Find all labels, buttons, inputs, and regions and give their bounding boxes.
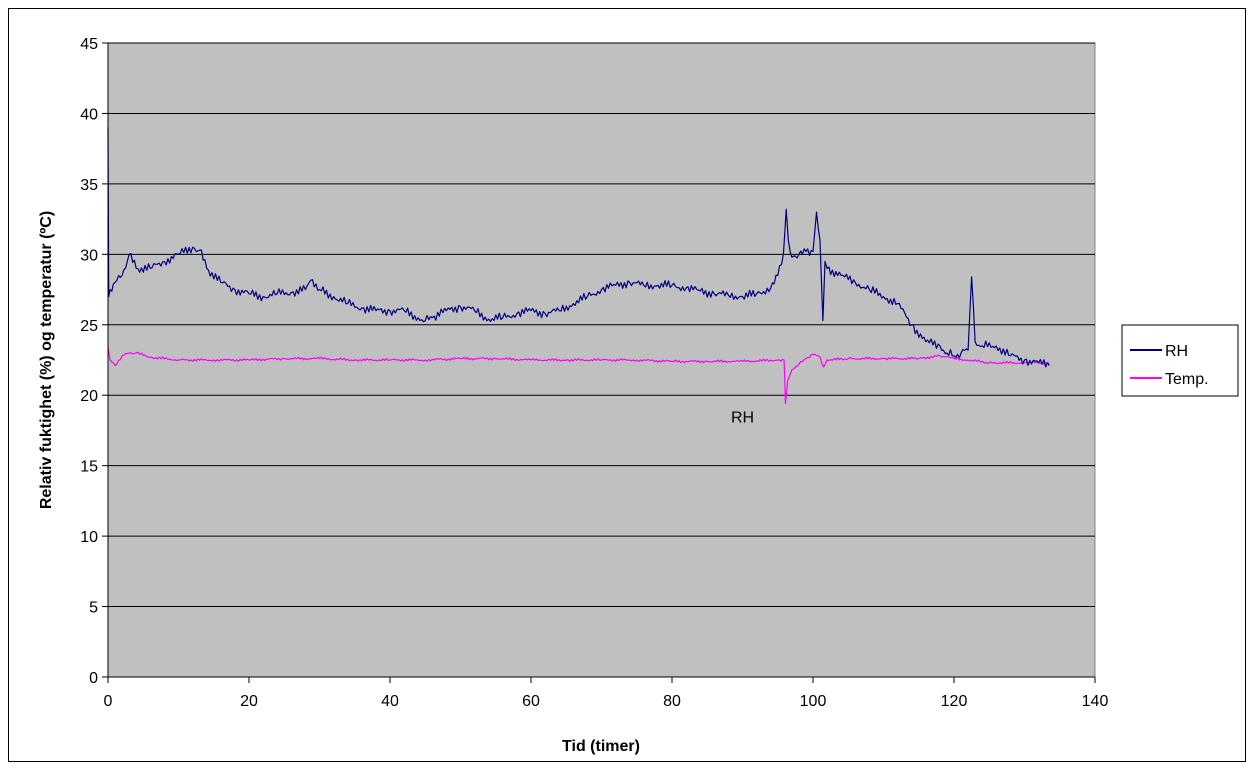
- legend-label-rh: RH: [1165, 343, 1188, 360]
- y-axis-title: Relativ fuktighet (%) og temperatur (ºC): [38, 211, 55, 509]
- legend: RH Temp.: [1121, 324, 1239, 397]
- line-chart: 0 5 10 15 20 25 30 35 40 45 0 20 40 60 80 100 120 140 Ti…: [38, 36, 1239, 755]
- chart-frame: 0 5 10 15 20 25 30 35 40 45 0 20 40 60 80 100 120 140 Ti…: [8, 8, 1246, 762]
- y-tick-label-25: 25: [80, 318, 98, 335]
- x-tick-labels: 0 20 40 60 80 100 120 140: [104, 677, 1109, 710]
- x-tick-label-120: 120: [941, 693, 968, 710]
- x-tick-label-20: 20: [240, 693, 258, 710]
- x-tick-label-0: 0: [104, 693, 113, 710]
- y-tick-label-15: 15: [80, 459, 98, 476]
- y-tick-label-45: 45: [80, 36, 98, 53]
- y-tick-label-20: 20: [80, 388, 98, 405]
- y-tick-label-0: 0: [89, 670, 98, 687]
- x-tick-label-60: 60: [522, 693, 540, 710]
- chart-annotation: RH: [731, 409, 754, 426]
- y-tick-label-5: 5: [89, 600, 98, 617]
- x-tick-label-40: 40: [381, 693, 399, 710]
- series-layer: [107, 127, 1050, 405]
- legend-label-temp: Temp.: [1165, 371, 1209, 388]
- series-line-temp: [107, 347, 1050, 405]
- x-tick-label-80: 80: [663, 693, 681, 710]
- y-tick-label-40: 40: [80, 106, 98, 123]
- y-tick-label-10: 10: [80, 529, 98, 546]
- series-line-rh: [107, 127, 1050, 368]
- x-axis-title: Tid (timer): [562, 738, 640, 755]
- x-tick-label-140: 140: [1082, 693, 1109, 710]
- y-tick-label-30: 30: [80, 247, 98, 264]
- legend-box: [1121, 324, 1239, 397]
- gridlines: [108, 42, 1095, 608]
- x-tick-label-100: 100: [800, 693, 827, 710]
- y-tick-label-35: 35: [80, 177, 98, 194]
- y-tick-labels: 0 5 10 15 20 25 30 35 40 45: [80, 36, 108, 687]
